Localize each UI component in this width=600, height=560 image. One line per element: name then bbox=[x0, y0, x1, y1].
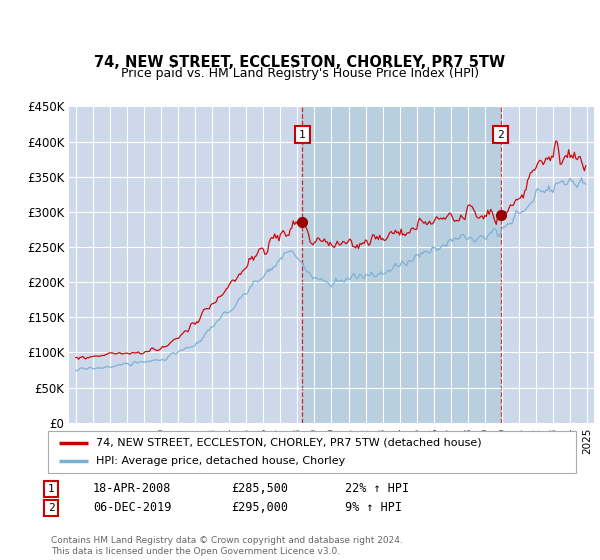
Text: 1: 1 bbox=[299, 129, 306, 139]
Text: £285,500: £285,500 bbox=[231, 482, 288, 496]
Text: 74, NEW STREET, ECCLESTON, CHORLEY, PR7 5TW: 74, NEW STREET, ECCLESTON, CHORLEY, PR7 … bbox=[94, 55, 506, 70]
Text: £295,000: £295,000 bbox=[231, 501, 288, 515]
Text: HPI: Average price, detached house, Chorley: HPI: Average price, detached house, Chor… bbox=[95, 456, 345, 466]
Text: 18-APR-2008: 18-APR-2008 bbox=[93, 482, 172, 496]
Text: 1: 1 bbox=[47, 484, 55, 494]
Text: 74, NEW STREET, ECCLESTON, CHORLEY, PR7 5TW (detached house): 74, NEW STREET, ECCLESTON, CHORLEY, PR7 … bbox=[95, 438, 481, 448]
Bar bbox=[302, 106, 500, 423]
Text: 06-DEC-2019: 06-DEC-2019 bbox=[93, 501, 172, 515]
Text: 2: 2 bbox=[497, 129, 504, 139]
Text: Contains HM Land Registry data © Crown copyright and database right 2024.
This d: Contains HM Land Registry data © Crown c… bbox=[51, 536, 403, 556]
Text: 2: 2 bbox=[47, 503, 55, 513]
FancyBboxPatch shape bbox=[48, 431, 576, 473]
Text: 9% ↑ HPI: 9% ↑ HPI bbox=[345, 501, 402, 515]
Text: Price paid vs. HM Land Registry's House Price Index (HPI): Price paid vs. HM Land Registry's House … bbox=[121, 67, 479, 80]
Text: 22% ↑ HPI: 22% ↑ HPI bbox=[345, 482, 409, 496]
